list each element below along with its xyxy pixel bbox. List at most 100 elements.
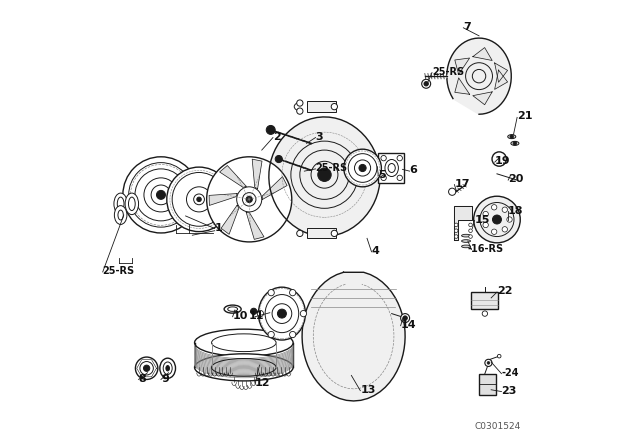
Circle shape	[397, 155, 403, 161]
Text: 17: 17	[454, 179, 470, 189]
Circle shape	[359, 164, 366, 172]
Text: 6: 6	[410, 165, 417, 175]
Circle shape	[454, 223, 458, 227]
Ellipse shape	[224, 305, 241, 313]
Circle shape	[135, 169, 187, 221]
Ellipse shape	[195, 329, 293, 356]
Circle shape	[449, 188, 456, 195]
Polygon shape	[473, 47, 492, 60]
Ellipse shape	[195, 354, 293, 381]
Circle shape	[487, 362, 490, 364]
Text: 25-RS: 25-RS	[432, 67, 464, 77]
Text: -24: -24	[502, 368, 519, 378]
Circle shape	[397, 175, 403, 181]
Circle shape	[289, 289, 296, 296]
Circle shape	[344, 149, 381, 187]
Circle shape	[297, 108, 303, 114]
Circle shape	[151, 185, 171, 205]
Circle shape	[454, 229, 458, 233]
Circle shape	[297, 100, 303, 106]
Circle shape	[300, 310, 307, 317]
Text: 12: 12	[255, 378, 271, 388]
Text: -16-RS: -16-RS	[468, 244, 504, 254]
Circle shape	[468, 223, 472, 227]
Circle shape	[492, 229, 497, 234]
Text: 23: 23	[502, 386, 517, 396]
Text: 5: 5	[378, 170, 386, 180]
Circle shape	[468, 229, 472, 233]
Ellipse shape	[129, 197, 135, 211]
Text: 3: 3	[316, 132, 323, 142]
Circle shape	[482, 311, 488, 316]
Text: 15: 15	[475, 215, 490, 224]
Circle shape	[454, 235, 458, 238]
Ellipse shape	[461, 245, 470, 248]
Polygon shape	[246, 212, 264, 239]
Circle shape	[355, 160, 371, 176]
Ellipse shape	[114, 193, 127, 215]
Ellipse shape	[388, 164, 396, 172]
Text: 1: 1	[215, 224, 223, 233]
Text: 13: 13	[360, 385, 376, 395]
Circle shape	[186, 187, 212, 212]
Polygon shape	[455, 58, 470, 74]
Circle shape	[207, 157, 292, 242]
Circle shape	[381, 155, 387, 161]
Circle shape	[492, 152, 506, 166]
Circle shape	[348, 154, 377, 182]
Circle shape	[297, 230, 303, 237]
Circle shape	[143, 365, 150, 371]
Text: 10: 10	[233, 311, 248, 321]
Circle shape	[123, 157, 199, 233]
Circle shape	[257, 310, 264, 317]
Circle shape	[381, 175, 387, 181]
Ellipse shape	[385, 159, 398, 177]
Ellipse shape	[511, 141, 519, 145]
Text: 25-RS: 25-RS	[103, 266, 135, 276]
Circle shape	[485, 359, 492, 366]
Circle shape	[289, 332, 296, 338]
Circle shape	[497, 354, 501, 358]
Text: 21: 21	[517, 112, 532, 121]
Polygon shape	[455, 78, 470, 94]
Polygon shape	[302, 272, 405, 401]
Circle shape	[129, 163, 193, 227]
Text: 11: 11	[248, 311, 264, 321]
Circle shape	[403, 316, 408, 320]
Text: C0301524: C0301524	[475, 422, 521, 431]
Bar	[479, 374, 496, 395]
Circle shape	[144, 178, 178, 212]
Ellipse shape	[115, 206, 127, 224]
Circle shape	[251, 308, 257, 314]
Circle shape	[317, 168, 332, 181]
Circle shape	[157, 190, 165, 199]
Polygon shape	[220, 165, 246, 187]
Polygon shape	[473, 92, 492, 105]
Circle shape	[502, 207, 508, 212]
Circle shape	[401, 314, 410, 323]
Text: 4: 4	[371, 246, 380, 256]
Circle shape	[172, 172, 226, 226]
Bar	[472, 292, 499, 309]
Polygon shape	[447, 38, 511, 114]
Ellipse shape	[117, 197, 124, 211]
Bar	[307, 101, 335, 112]
Ellipse shape	[259, 287, 305, 340]
Circle shape	[278, 309, 287, 318]
Text: 25-RS: 25-RS	[316, 163, 348, 173]
Polygon shape	[209, 194, 237, 206]
Circle shape	[237, 187, 262, 212]
Circle shape	[194, 194, 204, 205]
Circle shape	[167, 167, 231, 232]
Circle shape	[492, 205, 497, 210]
Text: 9: 9	[161, 374, 169, 383]
Circle shape	[422, 79, 431, 88]
Polygon shape	[221, 205, 239, 234]
Circle shape	[493, 215, 502, 224]
Circle shape	[474, 196, 520, 243]
Text: 8: 8	[139, 374, 147, 383]
Polygon shape	[252, 159, 262, 189]
Text: 18: 18	[508, 206, 524, 215]
Circle shape	[424, 82, 428, 86]
Ellipse shape	[508, 135, 516, 139]
